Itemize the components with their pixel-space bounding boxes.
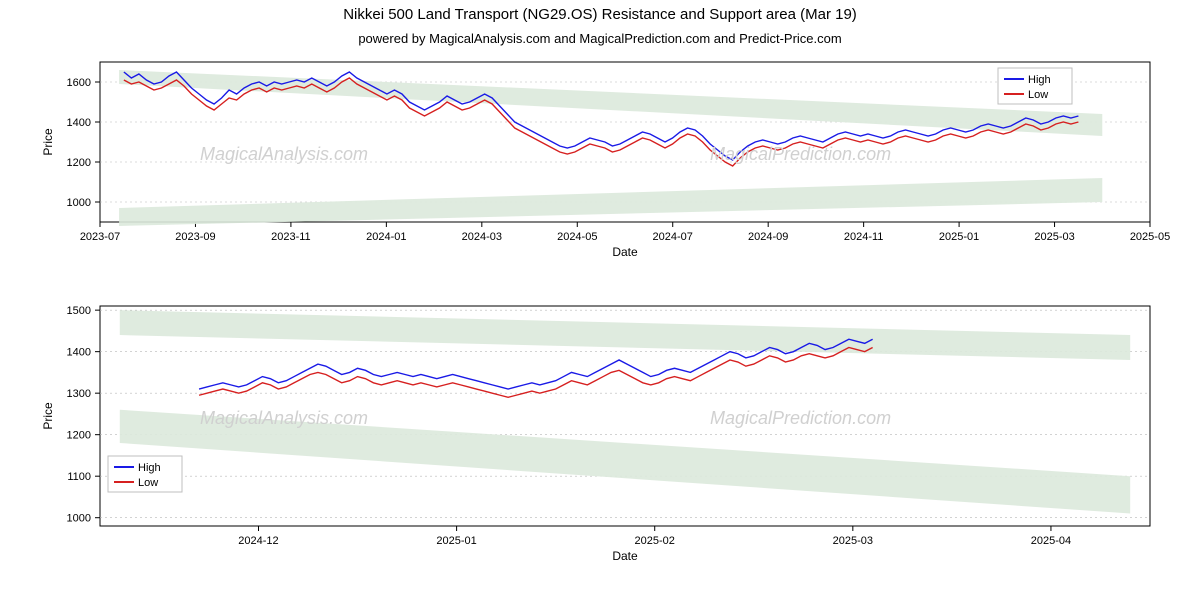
svg-text:Low: Low: [138, 477, 158, 489]
svg-text:2024-09: 2024-09: [748, 231, 788, 243]
svg-text:1300: 1300: [67, 388, 91, 400]
svg-text:2024-07: 2024-07: [653, 231, 693, 243]
bottom-chart: 1000 1100 1200 1300 1400 1500 2024-12 2025-01 20…: [30, 298, 1170, 578]
top-chart-svg: 1000 1200 1400 1600 2023-07 2023-09 2023-11 202…: [30, 54, 1170, 274]
svg-text:2023-07: 2023-07: [80, 231, 120, 243]
svg-text:1200: 1200: [67, 157, 91, 169]
svg-text:2025-01: 2025-01: [436, 535, 476, 547]
svg-text:2025-05: 2025-05: [1130, 231, 1170, 243]
page-title: Nikkei 500 Land Transport (NG29.OS) Resi…: [0, 0, 1200, 23]
svg-text:2025-01: 2025-01: [939, 231, 979, 243]
svg-text:1200: 1200: [67, 430, 91, 442]
svg-text:2023-09: 2023-09: [175, 231, 215, 243]
bottom-chart-svg: 1000 1100 1200 1300 1400 1500 2024-12 2025-01 20…: [30, 298, 1170, 578]
svg-text:Low: Low: [1028, 89, 1048, 101]
svg-text:Date: Date: [612, 245, 638, 259]
svg-text:2024-11: 2024-11: [844, 231, 884, 243]
svg-text:Price: Price: [41, 402, 55, 430]
svg-text:2025-03: 2025-03: [833, 535, 873, 547]
svg-text:1000: 1000: [67, 197, 91, 209]
svg-text:High: High: [1028, 74, 1051, 86]
svg-text:High: High: [138, 462, 161, 474]
svg-text:2024-01: 2024-01: [366, 231, 406, 243]
svg-text:2024-12: 2024-12: [238, 535, 278, 547]
chart-container: Nikkei 500 Land Transport (NG29.OS) Resi…: [0, 0, 1200, 600]
svg-text:Date: Date: [612, 549, 638, 563]
svg-text:2025-04: 2025-04: [1031, 535, 1071, 547]
svg-text:1400: 1400: [67, 347, 91, 359]
svg-text:1500: 1500: [67, 305, 91, 317]
svg-text:2024-05: 2024-05: [557, 231, 597, 243]
svg-text:2025-02: 2025-02: [635, 535, 675, 547]
svg-text:1100: 1100: [67, 471, 91, 483]
top-chart: 1000 1200 1400 1600 2023-07 2023-09 2023-11 202…: [30, 54, 1170, 274]
svg-text:2023-11: 2023-11: [271, 231, 311, 243]
svg-text:2025-03: 2025-03: [1034, 231, 1074, 243]
svg-text:2024-03: 2024-03: [462, 231, 502, 243]
page-subtitle: powered by MagicalAnalysis.com and Magic…: [0, 23, 1200, 50]
svg-text:Price: Price: [41, 128, 55, 156]
svg-text:1400: 1400: [67, 117, 91, 129]
svg-text:1600: 1600: [67, 77, 91, 89]
svg-text:1000: 1000: [67, 513, 91, 525]
